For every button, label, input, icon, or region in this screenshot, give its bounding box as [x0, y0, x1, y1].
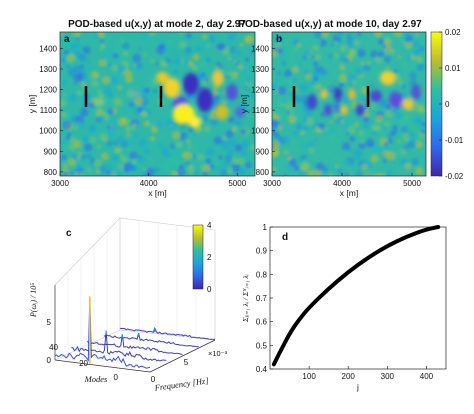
panel-b-letter: b: [276, 34, 282, 45]
panel-d: d 100 200 300 400 0.4 0.5 0.6 0.7 0.8 0.9 1 j Σⱼᵢ₌₁ …: [241, 223, 447, 392]
frequency-tick-label: 5: [184, 358, 189, 367]
x-tick-label: 300: [381, 372, 395, 381]
z-tick-label: 0: [47, 356, 52, 365]
z-tick-label: 5: [47, 318, 52, 327]
y-tick-label: 900: [44, 147, 58, 156]
y-tick-label: 1000: [39, 127, 57, 136]
y-tick-label: 800: [256, 168, 270, 177]
power-axis-label: P(ωᵢ) / 10⁵: [29, 283, 38, 318]
panel-a-frame: [59, 31, 256, 177]
panel-d-frame: [269, 226, 447, 370]
y-tick-label: 1300: [39, 65, 57, 74]
waterfall-slice: [103, 333, 199, 348]
panel-b-title: POD-based u(x,y) at mode 10, day 2.97: [238, 19, 422, 30]
waterfall-slice: [71, 330, 167, 362]
colorbar-c-tick-label: 4: [207, 221, 212, 230]
panel-a-heatmap: [60, 32, 255, 176]
y-tick-label: 1200: [39, 86, 57, 95]
y-tick-label: 0.7: [256, 294, 268, 303]
y-axis-label: y [m]: [239, 95, 249, 113]
panel-a: POD-based u(x,y) at mode 2, day 2.97: [27, 19, 256, 198]
y-tick-label: 0.4: [256, 365, 268, 374]
y-tick-label: 0.5: [256, 341, 268, 350]
x-axis-label: x [m]: [340, 188, 358, 198]
x-tick-label: 400: [420, 372, 434, 381]
y-tick-label: 1400: [39, 44, 57, 53]
x-tick-label: 5000: [403, 179, 421, 188]
y-axis-label: Σⱼᵢ₌₁ λᵢ / Σᴺᵢ₌₁ λᵢ: [241, 274, 250, 323]
colorbar-tick-label: -0.02: [445, 172, 464, 181]
waterfall-slice: [54, 296, 151, 369]
x-tick-label: 3000: [263, 179, 281, 188]
x-axis-label: x [m]: [148, 188, 166, 198]
x-tick-label: 5000: [228, 179, 246, 188]
colorbar-c-tick-label: 2: [207, 253, 212, 262]
y-tick-label: 800: [44, 168, 58, 177]
panel-c-axes: [54, 285, 216, 373]
y-tick-label: 0.9: [256, 247, 268, 256]
x-tick-label: 4000: [140, 179, 158, 188]
frequency-multiplier: ×10⁻³: [208, 349, 228, 358]
x-tick-label: 100: [302, 372, 316, 381]
modes-axis-label: Modes: [84, 374, 108, 384]
y-tick-label: 1300: [251, 65, 269, 74]
panel-b: POD-based u(x,y) at mode 10, day 2.97: [238, 19, 463, 198]
x-tick-label: 4000: [333, 179, 351, 188]
y-tick-label: 1200: [251, 86, 269, 95]
waterfall-slice: [87, 334, 183, 355]
x-axis-label: j: [356, 382, 359, 392]
colorbar-tick-label: 0: [445, 100, 450, 109]
panel-d-series-line: [271, 225, 441, 367]
colorbar-tick-label: 0.02: [445, 28, 461, 37]
panel-a-letter: a: [64, 34, 70, 45]
panel-b-frame: [271, 31, 427, 177]
y-tick-label: 1: [263, 223, 268, 232]
waterfall-slice: [119, 326, 216, 340]
panel-b-heatmap: [272, 32, 426, 176]
panel-a-title: POD-based u(x,y) at mode 2, day 2.97: [68, 19, 246, 30]
x-tick-label: 200: [342, 372, 356, 381]
y-tick-label: 1100: [40, 106, 58, 115]
colorbar-tick-label: -0.01: [445, 136, 464, 145]
y-tick-label: 1400: [251, 44, 269, 53]
mode-tick-label: 20: [79, 359, 88, 368]
y-axis-label: y [m]: [27, 95, 37, 113]
panel-c-letter: c: [66, 228, 72, 239]
y-tick-label: 0.6: [256, 318, 268, 327]
colorbar-c: [192, 224, 204, 290]
frequency-tick-label: 0: [151, 375, 156, 384]
panel-c-box: [54, 217, 216, 361]
y-tick-label: 0.8: [256, 270, 268, 279]
mode-tick-label: 0: [114, 373, 119, 382]
x-tick-label: 3000: [51, 179, 69, 188]
y-tick-label: 1100: [252, 106, 270, 115]
panel-d-letter: d: [282, 232, 288, 243]
frequency-axis-label: Frequency [Hz]: [153, 375, 209, 393]
mode-tick-label: 40: [49, 343, 58, 352]
y-tick-label: 1000: [251, 127, 269, 136]
colorbar-tick-label: 0.01: [445, 64, 461, 73]
colorbar-c-tick-label: 0: [207, 285, 212, 294]
y-tick-label: 900: [256, 147, 270, 156]
